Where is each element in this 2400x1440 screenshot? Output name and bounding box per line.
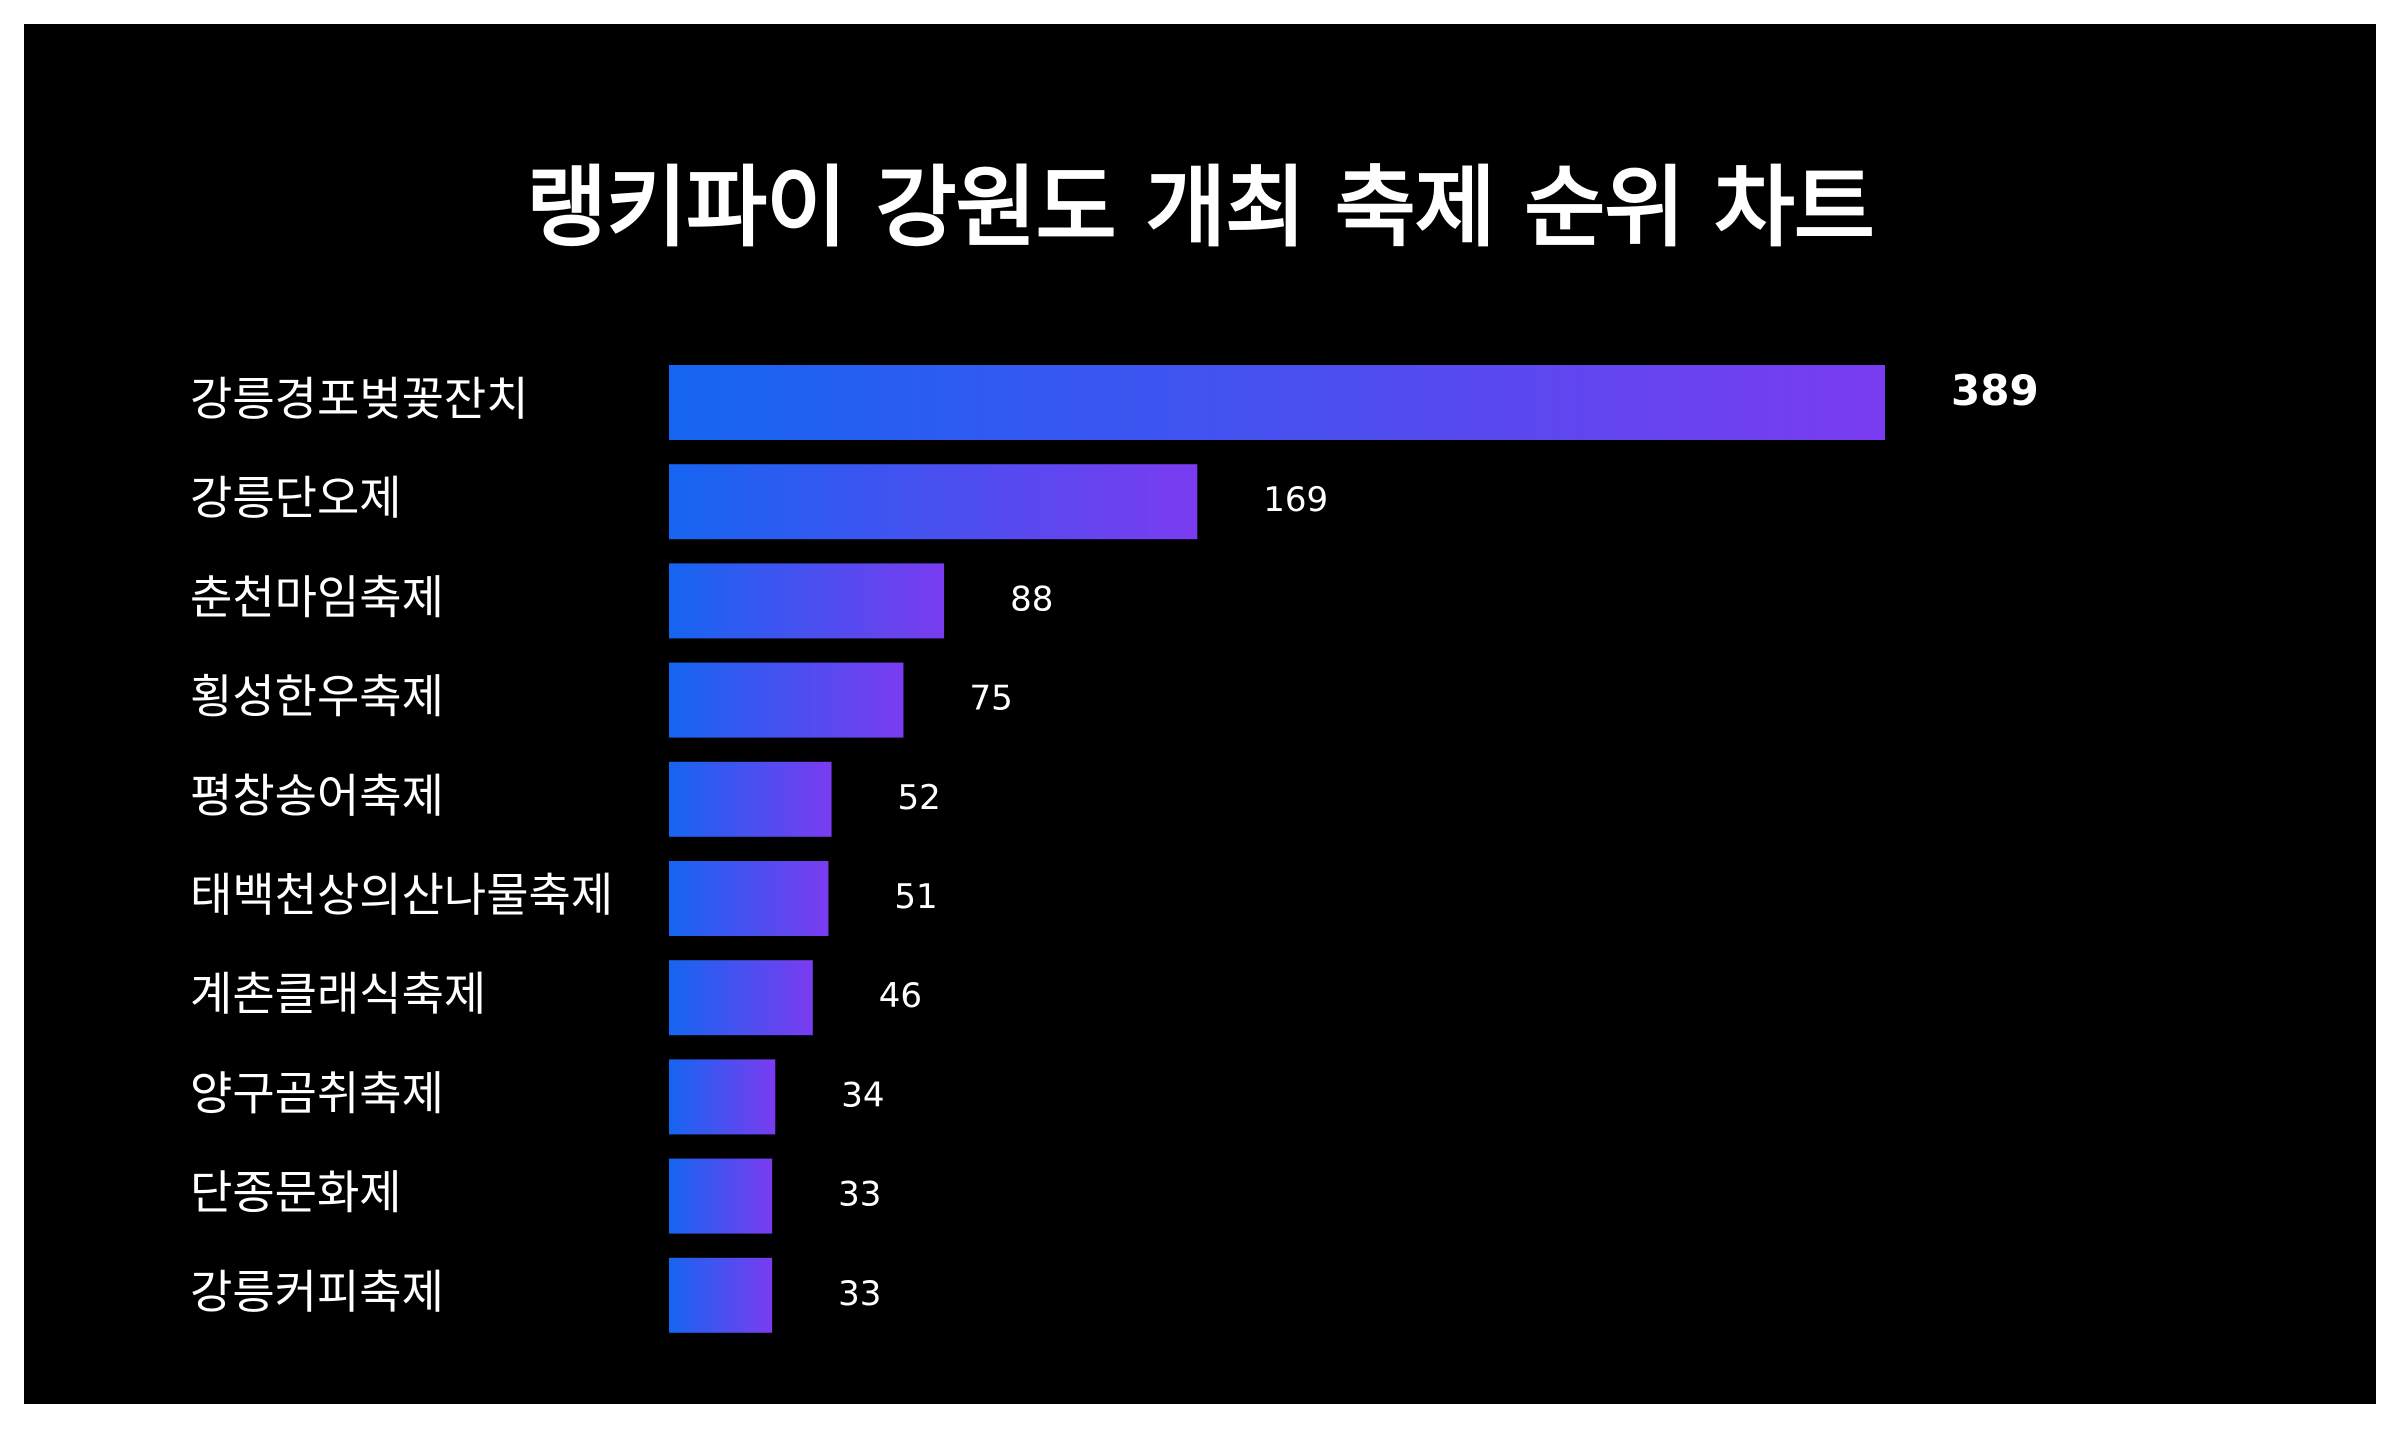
bar	[669, 861, 829, 936]
category-label: 태백천상의산나물축제	[190, 868, 613, 922]
bar	[669, 1257, 773, 1333]
category-label: 횡성한우축제	[190, 670, 444, 724]
chart-title: 랭키파이 강원도 개최 축제 순위 차트	[526, 156, 1875, 259]
chart-frame	[24, 24, 2376, 1404]
bars-group: 강릉경포벚꽃잔치 389 강릉단오제 169 춘천마임축제 88 횡성한우축제 75 평창송어축…	[190, 365, 2039, 1333]
bar	[669, 1158, 773, 1234]
category-label: 강릉경포벚꽃잔치	[190, 372, 529, 426]
category-label: 강릉커피축제	[190, 1265, 444, 1319]
value-label: 33	[838, 1274, 881, 1314]
category-label: 양구곰취축제	[190, 1066, 444, 1120]
bar	[669, 662, 904, 738]
value-label: 75	[969, 679, 1012, 719]
bar	[669, 1059, 776, 1135]
value-label: 51	[894, 877, 937, 917]
category-label: 강릉단오제	[190, 471, 402, 525]
bar	[669, 365, 1885, 440]
bar	[669, 464, 1198, 540]
value-label: 33	[838, 1175, 881, 1215]
value-label: 169	[1263, 480, 1328, 520]
value-label: 88	[1010, 579, 1053, 619]
value-label: 46	[879, 976, 922, 1016]
bar	[669, 761, 832, 837]
value-label: 34	[841, 1075, 884, 1115]
category-label: 단종문화제	[190, 1166, 402, 1220]
category-label: 춘천마임축제	[190, 570, 444, 624]
value-label: 389	[1951, 366, 2039, 415]
bar	[669, 563, 945, 639]
category-label: 평창송어축제	[190, 769, 444, 823]
value-label: 52	[898, 778, 941, 818]
bar	[669, 960, 813, 1036]
category-label: 계촌클래식축제	[190, 967, 486, 1021]
